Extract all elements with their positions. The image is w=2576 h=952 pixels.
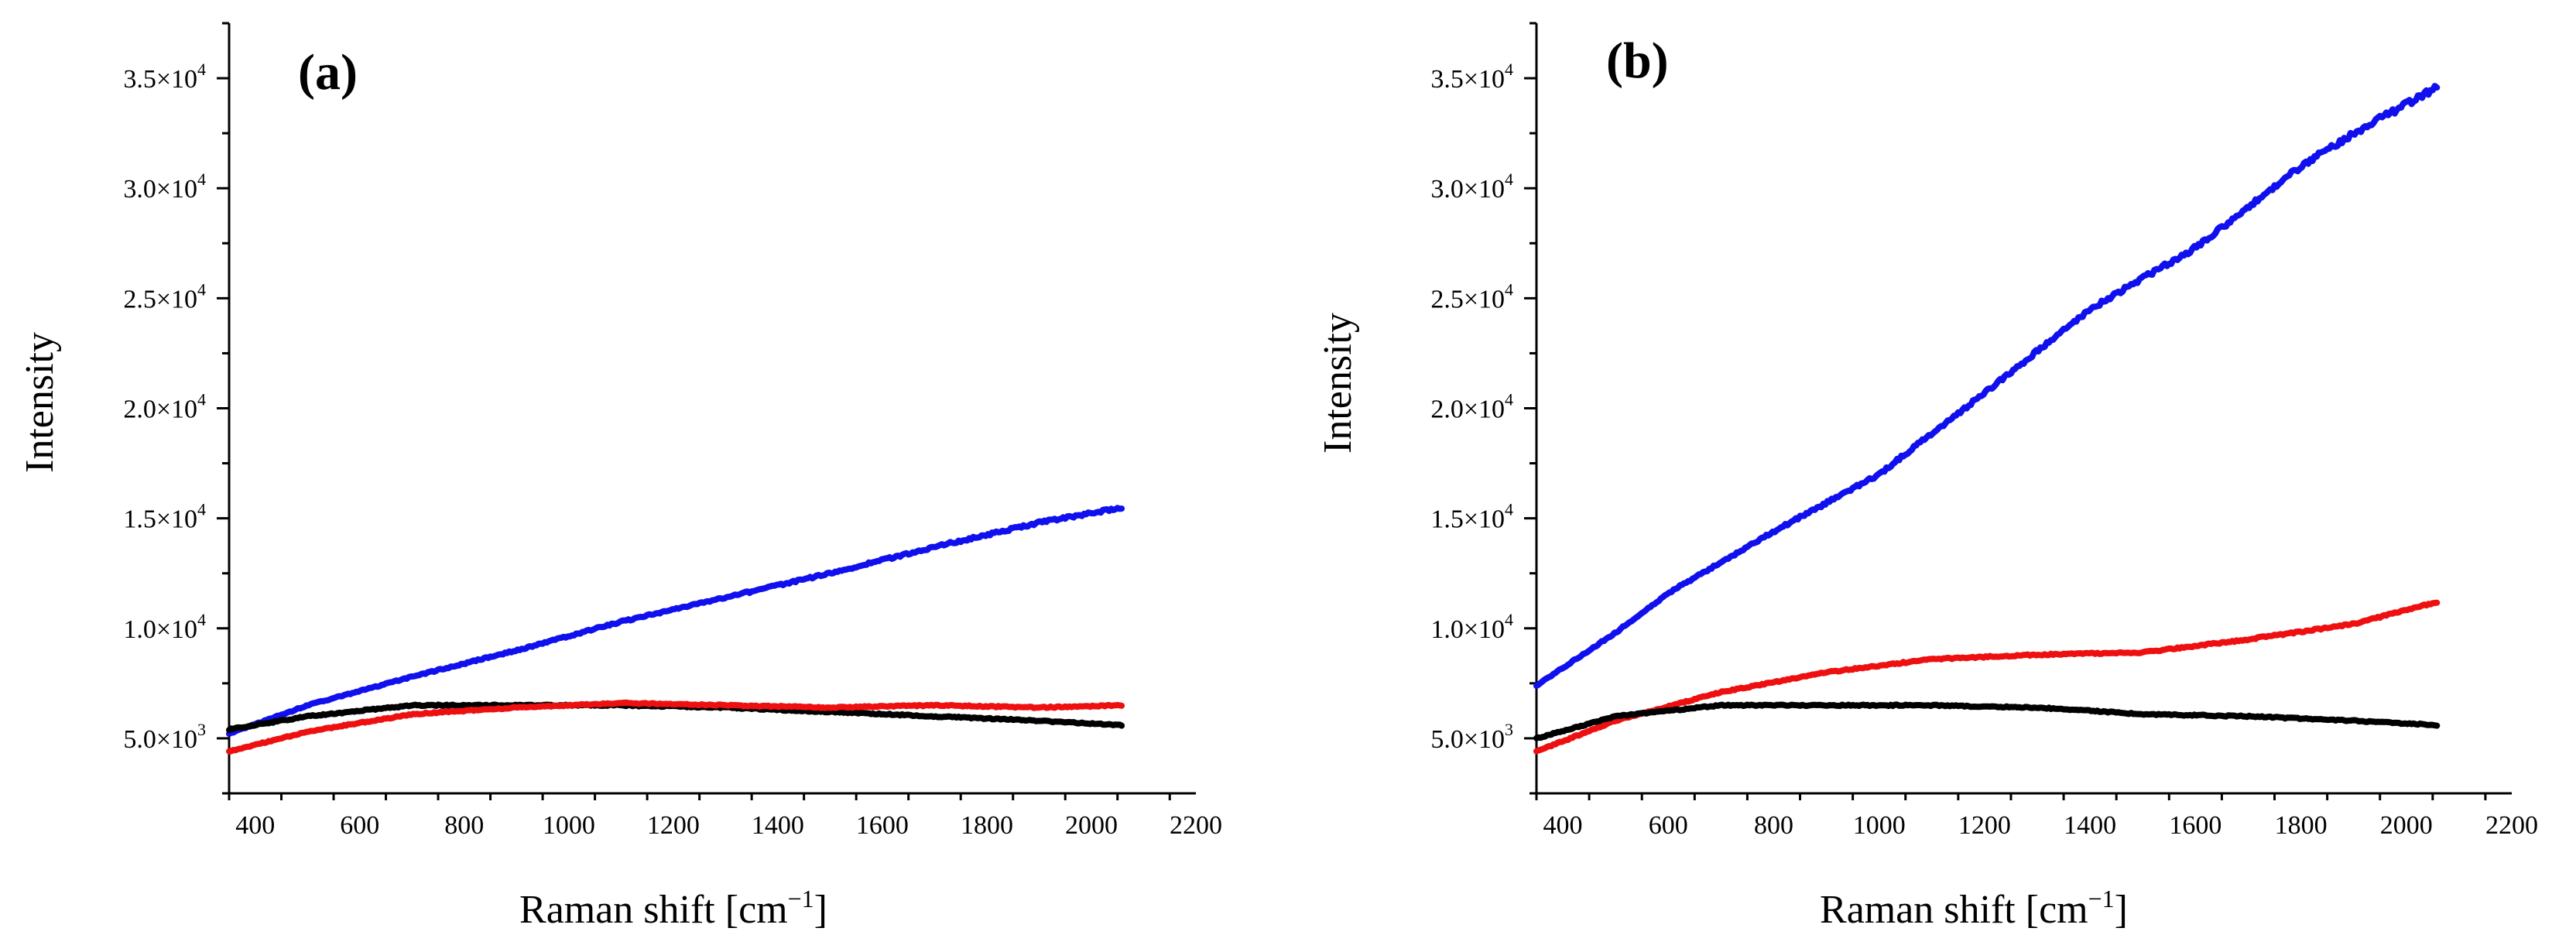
y-tick-exponent: 4 — [197, 500, 206, 519]
y-tick-exponent: 4 — [1505, 610, 1513, 629]
y-tick-exponent: 4 — [1505, 279, 1513, 299]
x-tick-label: 1800 — [2275, 811, 2328, 840]
x-axis-title-sup: −1 — [2088, 885, 2115, 913]
series-line-blue — [1533, 83, 2441, 690]
y-tick-exponent: 4 — [197, 170, 206, 189]
y-tick-exponent: 4 — [197, 390, 206, 409]
y-tick-exponent: 4 — [197, 60, 206, 79]
y-tick-mantissa: 5.0×10 — [1430, 725, 1505, 754]
y-tick-label: 3.5×104 — [1430, 60, 1513, 94]
y-tick-mantissa: 5.0×10 — [123, 725, 197, 754]
x-tick-label: 2000 — [2380, 811, 2433, 840]
x-tick-label: 800 — [444, 811, 484, 840]
y-tick-mantissa: 3.5×10 — [123, 65, 197, 94]
x-tick-label: 1600 — [2169, 811, 2221, 840]
y-tick-label: 1.5×104 — [1430, 500, 1513, 534]
x-tick-label: 2000 — [1065, 811, 1118, 840]
panel-b: (b) Intensity Raman shift [cm−1] 400 600 8… — [1316, 22, 2538, 932]
x-axis-title-end: ] — [2115, 888, 2128, 932]
series-line-red — [1533, 599, 2441, 755]
series-line-blue — [226, 505, 1125, 738]
y-tick-label: 3.0×104 — [1430, 170, 1513, 204]
y-axis-title: Intensity — [18, 332, 62, 473]
y-tick-label: 2.5×104 — [123, 279, 206, 313]
panel-a: (a) Intensity Raman shift [cm−1] 400 600 8… — [18, 22, 1222, 932]
x-axis-title-main: Raman shift [cm — [1820, 888, 2088, 932]
x-tick-label: 600 — [1649, 811, 1688, 840]
panel-label: (b) — [1606, 33, 1669, 89]
x-tick-label: 600 — [340, 811, 379, 840]
panel-label: (a) — [298, 44, 358, 101]
y-tick-exponent: 3 — [1505, 720, 1513, 739]
y-tick-exponent: 4 — [197, 610, 206, 629]
x-axis-title-sup: −1 — [788, 885, 814, 913]
x-tick-label: 400 — [235, 811, 275, 840]
y-tick-label: 2.5×104 — [1430, 279, 1513, 313]
y-tick-label: 5.0×103 — [1430, 720, 1513, 754]
y-tick-exponent: 3 — [197, 720, 206, 739]
y-tick-mantissa: 1.0×10 — [1430, 615, 1505, 644]
y-tick-label: 5.0×103 — [123, 720, 206, 754]
y-axis-title: Intensity — [1316, 313, 1360, 454]
x-axis-title-end: ] — [814, 888, 827, 932]
y-tick-label: 1.0×104 — [123, 610, 206, 644]
x-tick-label: 1200 — [1958, 811, 2011, 840]
y-tick-exponent: 4 — [1505, 60, 1513, 79]
y-tick-mantissa: 1.5×10 — [123, 505, 197, 534]
y-tick-label: 3.0×104 — [123, 170, 206, 204]
y-tick-label: 2.0×104 — [1430, 390, 1513, 424]
series-line-black — [1533, 701, 2441, 741]
y-tick-exponent: 4 — [1505, 170, 1513, 189]
y-tick-label: 1.0×104 — [1430, 610, 1513, 644]
x-tick-label: 1600 — [856, 811, 909, 840]
x-tick-label: 2200 — [1170, 811, 1222, 840]
y-tick-mantissa: 3.5×10 — [1430, 65, 1505, 94]
y-tick-exponent: 4 — [1505, 390, 1513, 409]
y-tick-mantissa: 2.0×10 — [1430, 396, 1505, 424]
y-tick-exponent: 4 — [197, 279, 206, 299]
x-axis-title-main: Raman shift [cm — [519, 888, 788, 932]
series-line-red — [226, 699, 1125, 755]
y-tick-exponent: 4 — [1505, 500, 1513, 519]
y-tick-mantissa: 2.5×10 — [123, 285, 197, 313]
y-tick-mantissa: 3.0×10 — [123, 175, 197, 204]
y-tick-label: 1.5×104 — [123, 500, 206, 534]
x-tick-label: 2200 — [2485, 811, 2538, 840]
x-tick-label: 1800 — [961, 811, 1013, 840]
x-axis-title: Raman shift [cm−1] — [519, 885, 827, 932]
y-tick-label: 2.0×104 — [123, 390, 206, 424]
x-tick-label: 400 — [1543, 811, 1583, 840]
x-tick-label: 1000 — [543, 811, 595, 840]
x-tick-label: 800 — [1754, 811, 1793, 840]
x-tick-label: 1200 — [647, 811, 700, 840]
y-tick-mantissa: 2.5×10 — [1430, 285, 1505, 313]
y-tick-mantissa: 3.0×10 — [1430, 175, 1505, 204]
y-tick-label: 3.5×104 — [123, 60, 206, 94]
x-tick-label: 1000 — [1853, 811, 1906, 840]
x-axis-title: Raman shift [cm−1] — [1820, 885, 2128, 932]
y-tick-mantissa: 1.0×10 — [123, 615, 197, 644]
y-tick-mantissa: 2.0×10 — [123, 396, 197, 424]
x-tick-label: 1400 — [752, 811, 804, 840]
x-tick-label: 1400 — [2064, 811, 2116, 840]
y-tick-mantissa: 1.5×10 — [1430, 505, 1505, 534]
